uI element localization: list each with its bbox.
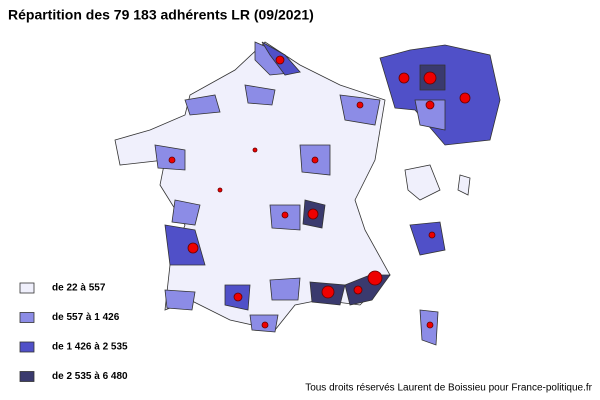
dot xyxy=(217,187,223,193)
region xyxy=(244,84,276,106)
dot xyxy=(459,92,471,104)
dot xyxy=(307,208,319,220)
dot xyxy=(356,101,364,109)
region xyxy=(339,94,381,126)
legend-swatch xyxy=(19,371,35,382)
dot xyxy=(252,147,258,153)
dot xyxy=(311,156,319,164)
reunion xyxy=(409,221,446,256)
dot xyxy=(281,211,289,219)
region xyxy=(164,289,196,311)
region xyxy=(171,199,201,226)
legend-label: de 1 426 à 2 535 xyxy=(52,342,128,353)
dot xyxy=(233,292,243,302)
dot xyxy=(367,270,383,286)
guadeloupe xyxy=(404,164,441,201)
legend-swatch xyxy=(19,341,35,353)
idf-inset xyxy=(414,99,446,131)
region xyxy=(184,94,221,116)
region xyxy=(269,277,301,301)
dot xyxy=(168,156,176,164)
legend-label: de 2 535 à 6 480 xyxy=(52,371,128,382)
legend-label: de 557 à 1 426 xyxy=(52,312,120,323)
dot xyxy=(398,72,410,84)
credit: Tous droits réservés Laurent de Boissieu… xyxy=(305,383,592,394)
dot xyxy=(321,285,335,299)
title: Répartition des 79 183 adhérents LR (09/… xyxy=(8,7,314,23)
legend-swatch xyxy=(19,282,35,294)
legend-swatch xyxy=(19,312,35,323)
legend: de 22 à 557 de 557 à 1 426 de 1 426 à 2 53… xyxy=(19,282,128,382)
dot xyxy=(428,231,436,239)
legend-label: de 22 à 557 xyxy=(52,283,106,294)
region xyxy=(164,224,206,266)
dot xyxy=(425,100,435,110)
dot xyxy=(423,71,437,85)
france-map xyxy=(114,41,501,346)
dot xyxy=(187,242,199,254)
dot xyxy=(261,321,269,329)
dot xyxy=(426,321,434,329)
martinique xyxy=(457,174,471,196)
dot xyxy=(353,285,363,295)
idf-inset xyxy=(379,44,501,146)
dot xyxy=(275,55,285,65)
